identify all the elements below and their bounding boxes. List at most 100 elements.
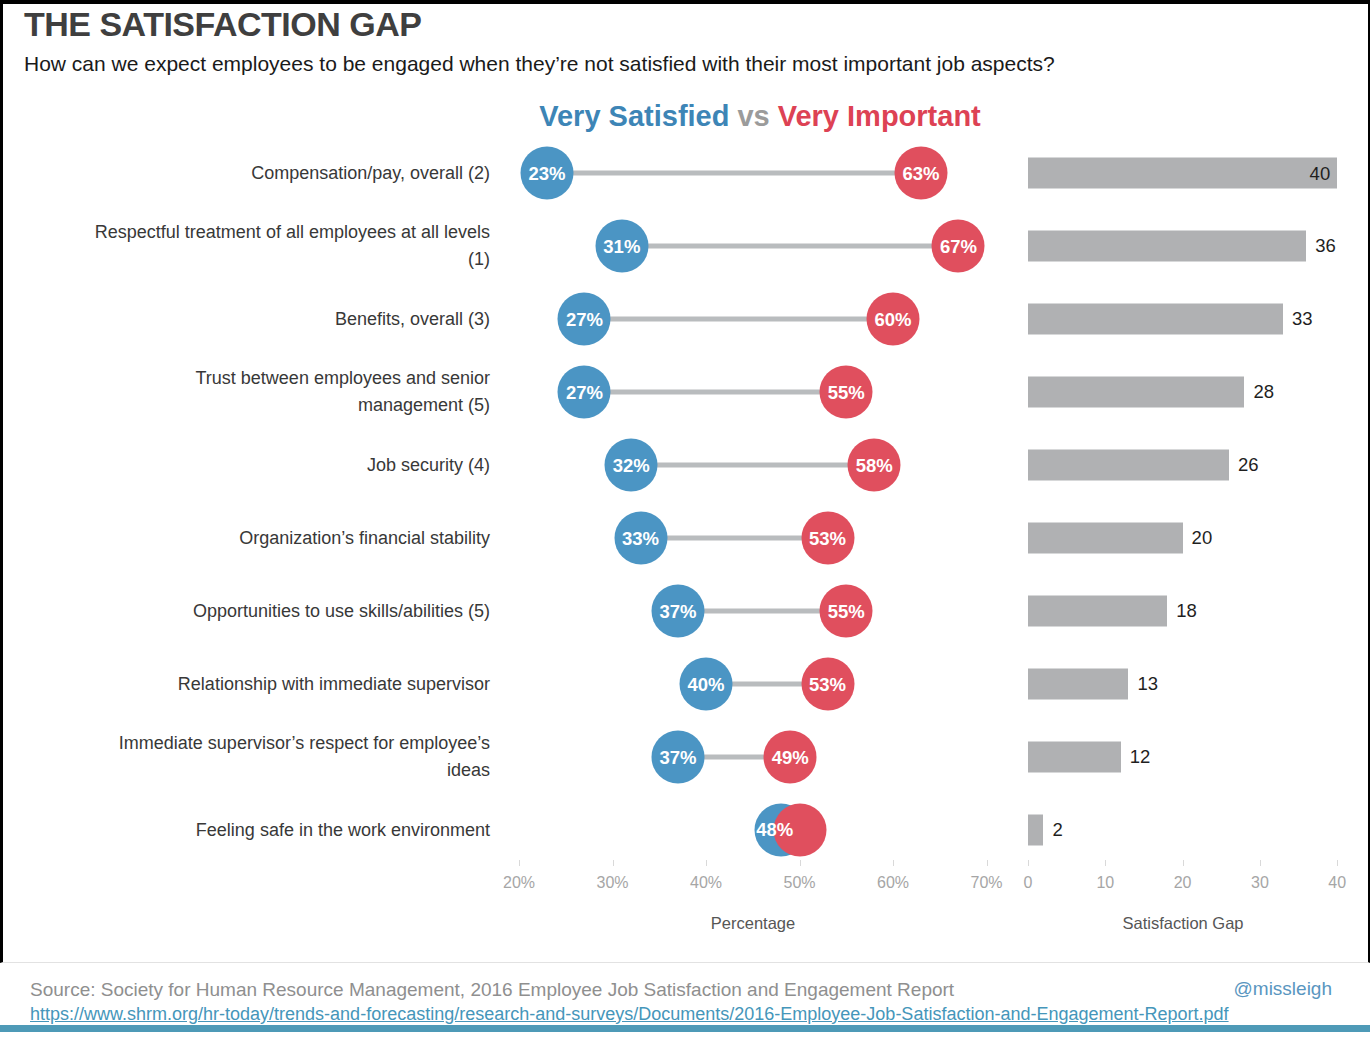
dumbbell-connector bbox=[584, 390, 846, 395]
axis-tick bbox=[519, 860, 520, 866]
satisfied-value-label: 23% bbox=[529, 162, 566, 184]
important-value-label: 60% bbox=[874, 308, 911, 330]
axis-tick-label: 30 bbox=[1251, 874, 1269, 892]
axis-tick-label: 20% bbox=[503, 874, 535, 892]
important-value-label: 55% bbox=[828, 600, 865, 622]
axis-tick-label: 10 bbox=[1096, 874, 1114, 892]
satisfied-mark[interactable]: 33% bbox=[614, 512, 667, 565]
category-label: Opportunities to use skills/abilities (5… bbox=[25, 598, 490, 625]
important-mark[interactable]: 55% bbox=[820, 585, 873, 638]
chart-legend: Very Satisfiedvs Very Important bbox=[300, 100, 1220, 133]
gap-bar[interactable] bbox=[1028, 596, 1167, 627]
gap-value-label: 20 bbox=[1192, 527, 1213, 549]
axis-tick bbox=[1105, 860, 1106, 866]
important-mark[interactable]: 67% bbox=[932, 220, 985, 273]
satisfied-value-label: 37% bbox=[659, 746, 696, 768]
author-handle[interactable]: @missleigh bbox=[1234, 978, 1332, 1000]
satisfied-value-label: 31% bbox=[603, 235, 640, 257]
category-label: Benefits, overall (3) bbox=[25, 306, 490, 333]
dumbbell-connector bbox=[584, 317, 893, 322]
dashboard: THE SATISFACTION GAP How can we expect e… bbox=[0, 0, 1370, 1040]
satisfied-mark[interactable]: 37% bbox=[651, 731, 704, 784]
gap-value-label: 28 bbox=[1253, 381, 1274, 403]
legend-very-important: Very Important bbox=[778, 100, 981, 132]
axis-tick bbox=[1028, 860, 1029, 866]
important-mark[interactable]: 49% bbox=[764, 731, 817, 784]
important-value-label: 58% bbox=[856, 454, 893, 476]
satisfied-value-label: 37% bbox=[659, 600, 696, 622]
important-mark[interactable]: 53% bbox=[801, 658, 854, 711]
axis-tick bbox=[1183, 860, 1184, 866]
category-label: Relationship with immediate supervisor bbox=[25, 671, 490, 698]
gap-bar[interactable] bbox=[1028, 523, 1183, 554]
bottom-accent-bar bbox=[0, 1025, 1370, 1032]
axis-tick-label: 60% bbox=[877, 874, 909, 892]
axis-tick-label: 20 bbox=[1174, 874, 1192, 892]
axis-tick bbox=[1337, 860, 1338, 866]
gap-bar[interactable]: 40 bbox=[1028, 158, 1337, 189]
gap-bar[interactable] bbox=[1028, 450, 1229, 481]
satisfied-mark[interactable]: 31% bbox=[595, 220, 648, 273]
important-value-label: 55% bbox=[828, 381, 865, 403]
satisfied-mark[interactable]: 27% bbox=[558, 366, 611, 419]
gap-value-label: 18 bbox=[1176, 600, 1197, 622]
satisfied-value-label: 32% bbox=[613, 454, 650, 476]
dumbbell-connector bbox=[547, 171, 921, 176]
gap-value-label: 33 bbox=[1292, 308, 1313, 330]
source-url-link[interactable]: https://www.shrm.org/hr-today/trends-and… bbox=[30, 1004, 1229, 1025]
important-mark[interactable]: 63% bbox=[895, 147, 948, 200]
category-label: Trust between employees and senior manag… bbox=[25, 365, 490, 419]
axis-tick bbox=[613, 860, 614, 866]
gap-bar[interactable] bbox=[1028, 815, 1043, 846]
satisfied-mark[interactable]: 27% bbox=[558, 293, 611, 346]
important-value-label: 67% bbox=[940, 235, 977, 257]
category-label: Respectful treatment of all employees at… bbox=[25, 219, 490, 273]
axis-tick-label: 30% bbox=[596, 874, 628, 892]
category-label: Job security (4) bbox=[25, 452, 490, 479]
legend-vs: vs bbox=[737, 100, 769, 132]
page-title: THE SATISFACTION GAP bbox=[24, 5, 421, 44]
gap-bar[interactable] bbox=[1028, 377, 1244, 408]
gap-value-label: 26 bbox=[1238, 454, 1259, 476]
satisfied-mark[interactable]: 40% bbox=[680, 658, 733, 711]
gap-bar[interactable] bbox=[1028, 231, 1306, 262]
satisfied-value-label: 33% bbox=[622, 527, 659, 549]
gap-value-label: 13 bbox=[1137, 673, 1158, 695]
axis-tick-label: 40 bbox=[1328, 874, 1346, 892]
gap-bar[interactable] bbox=[1028, 669, 1128, 700]
satisfied-mark[interactable]: 32% bbox=[605, 439, 658, 492]
satisfied-value-label: 48% bbox=[756, 819, 793, 841]
gap-value-label: 12 bbox=[1130, 746, 1151, 768]
category-label: Feeling safe in the work environment bbox=[25, 817, 490, 844]
important-mark[interactable]: 60% bbox=[867, 293, 920, 346]
axis-tick-label: 50% bbox=[783, 874, 815, 892]
category-label: Compensation/pay, overall (2) bbox=[25, 160, 490, 187]
axis-tick-label: 0 bbox=[1024, 874, 1033, 892]
important-mark[interactable]: 58% bbox=[848, 439, 901, 492]
satisfied-mark[interactable]: 37% bbox=[651, 585, 704, 638]
satisfied-value-label: 40% bbox=[687, 673, 724, 695]
axis-tick-label: 40% bbox=[690, 874, 722, 892]
satisfied-mark[interactable]: 23% bbox=[521, 147, 574, 200]
dumbbell-connector bbox=[631, 463, 874, 468]
important-value-label: 63% bbox=[903, 162, 940, 184]
source-credit: Source: Society for Human Resource Manag… bbox=[30, 979, 954, 1001]
gap-bar[interactable] bbox=[1028, 304, 1283, 335]
satisfied-value-label: 27% bbox=[566, 308, 603, 330]
gap-value-label: 2 bbox=[1052, 819, 1062, 841]
axis-tick bbox=[1260, 860, 1261, 866]
important-mark[interactable]: 53% bbox=[801, 512, 854, 565]
x-axis-title-satisfaction-gap: Satisfaction Gap bbox=[1122, 914, 1243, 933]
legend-very-satisfied: Very Satisfied bbox=[539, 100, 729, 132]
gap-value-label: 40 bbox=[1310, 162, 1331, 184]
important-mark[interactable]: 55% bbox=[820, 366, 873, 419]
axis-tick bbox=[893, 860, 894, 866]
axis-tick bbox=[706, 860, 707, 866]
satisfied-value-label: 27% bbox=[566, 381, 603, 403]
gap-value-label: 36 bbox=[1315, 235, 1336, 257]
axis-tick bbox=[800, 860, 801, 866]
important-value-label: 49% bbox=[772, 746, 809, 768]
axis-tick bbox=[987, 860, 988, 866]
important-value-label: 53% bbox=[809, 527, 846, 549]
gap-bar[interactable] bbox=[1028, 742, 1121, 773]
